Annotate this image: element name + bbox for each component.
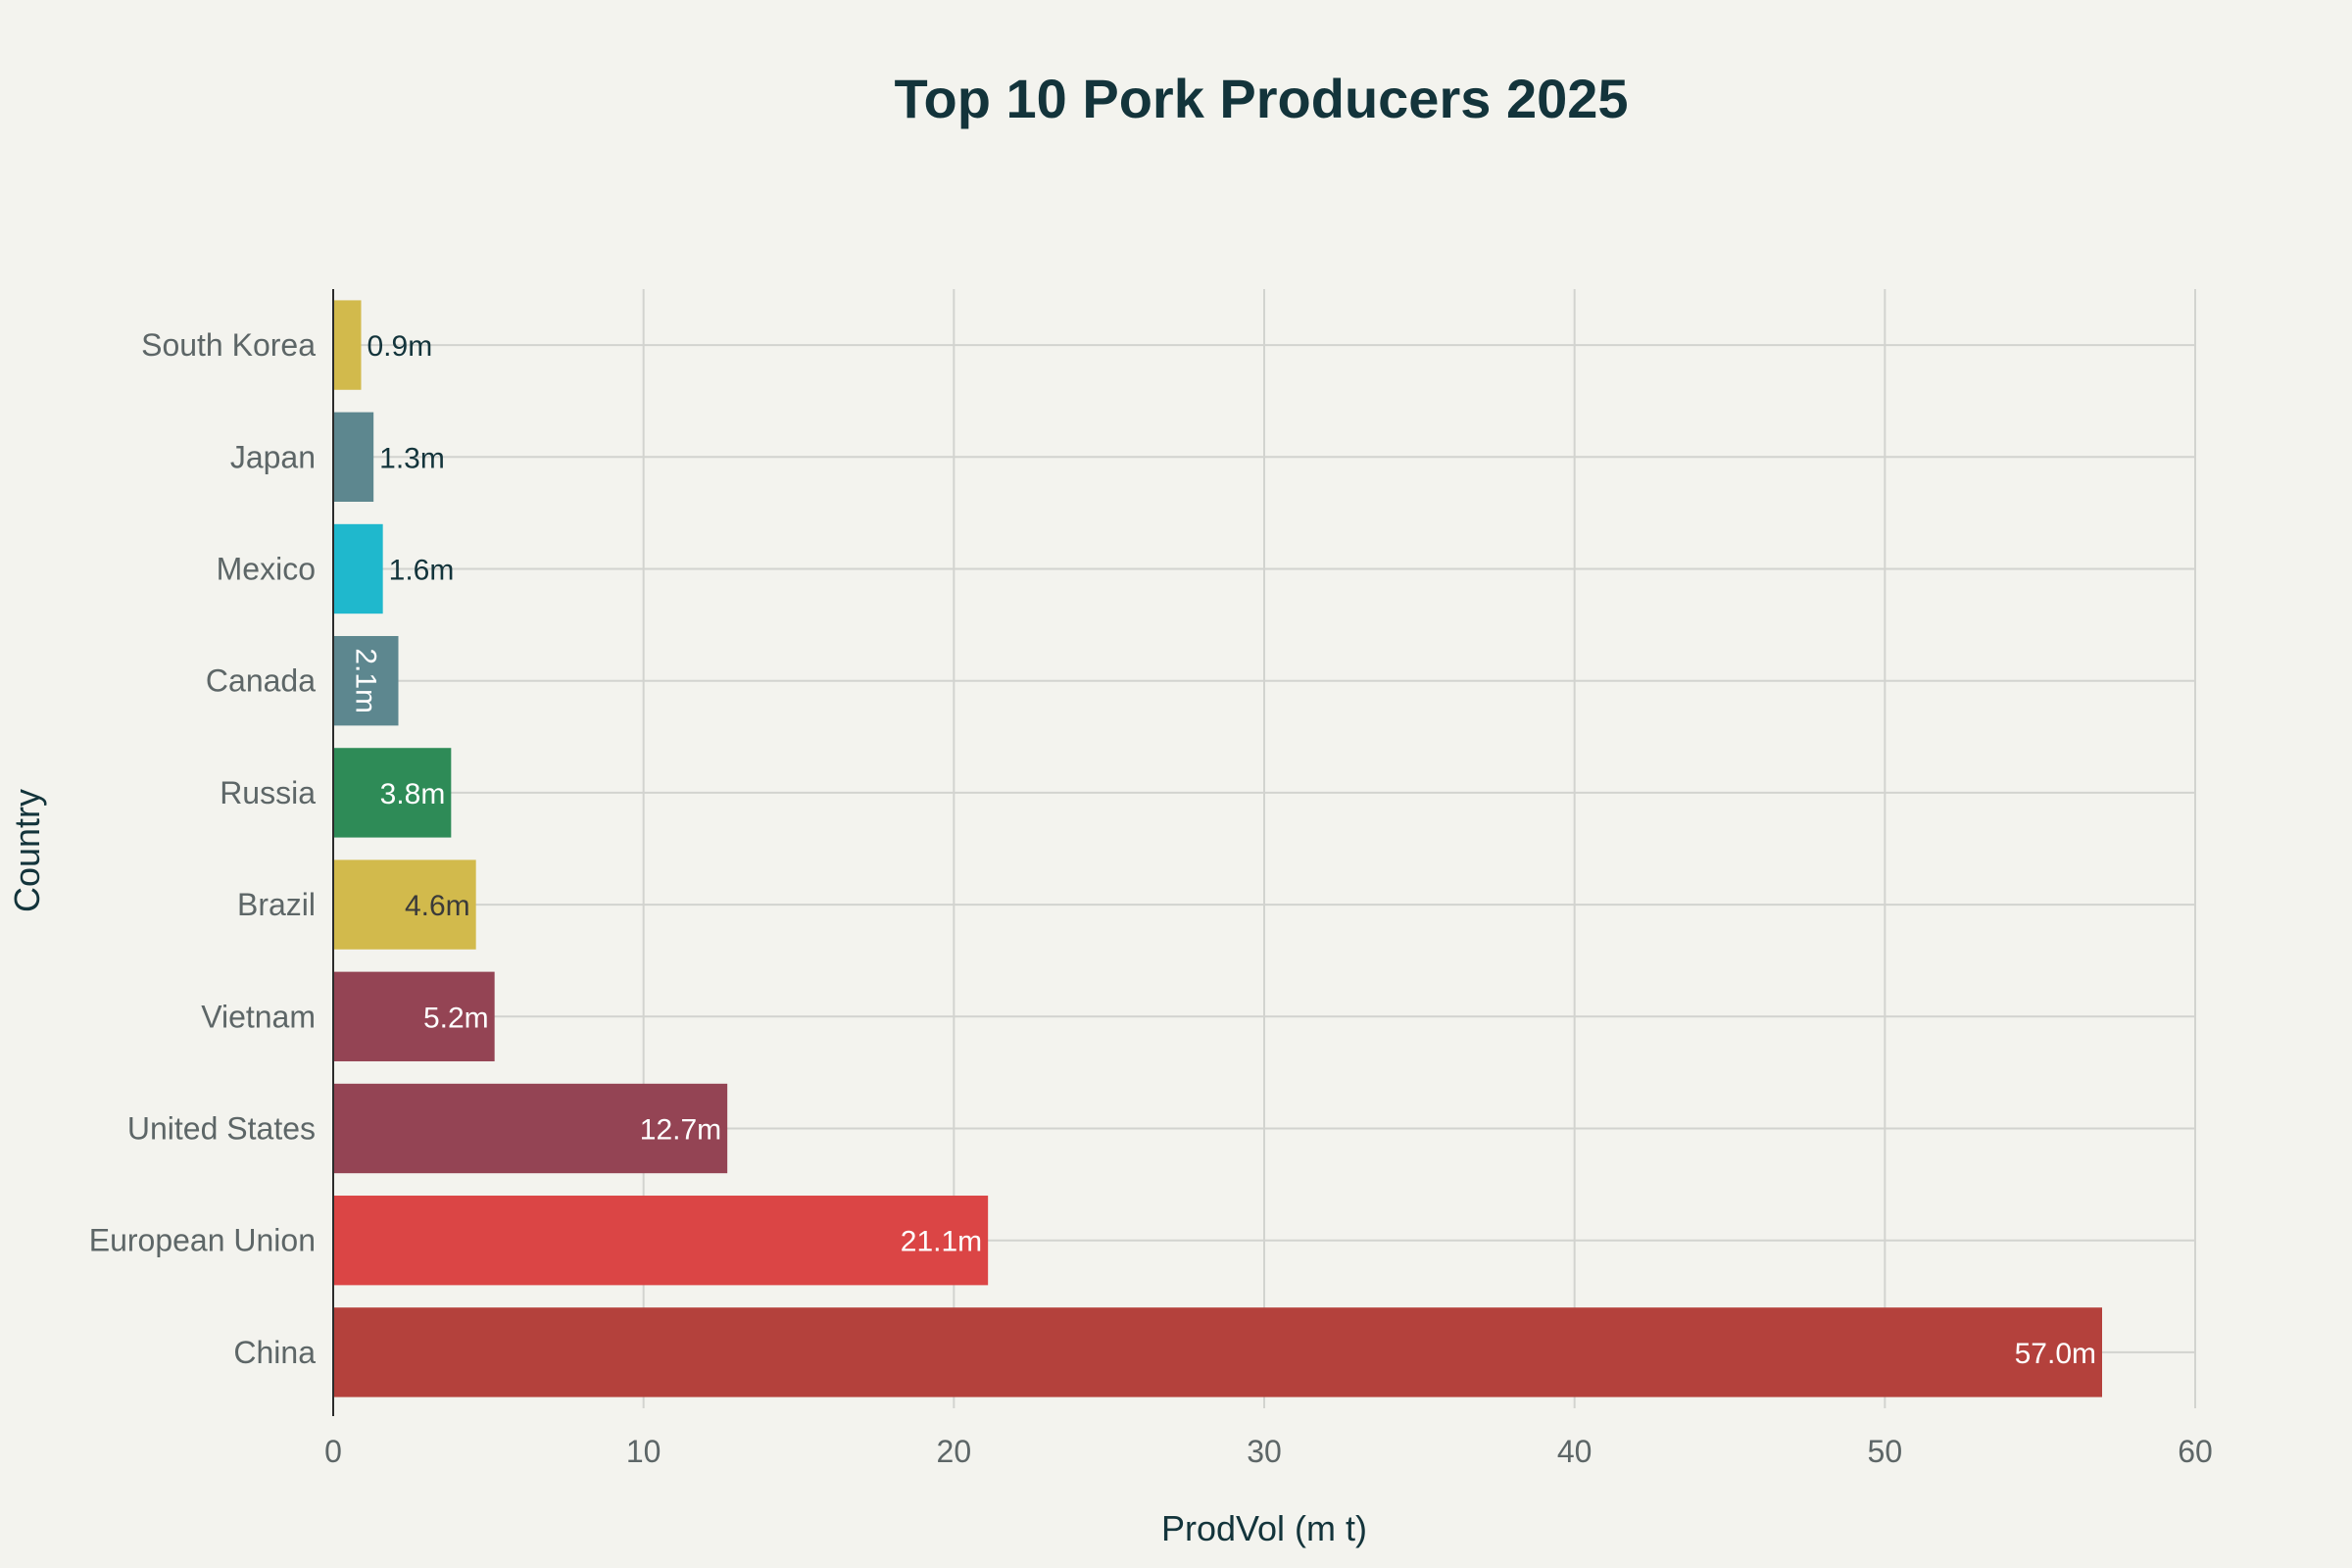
bar-data-label: 4.6m [405, 890, 470, 922]
axes: 0 10 20 30 40 50 60 South Korea Japan Mexico Canad… [89, 289, 2213, 1469]
bar [333, 1083, 728, 1174]
x-tick-label: 20 [937, 1434, 972, 1469]
x-tick-label: 60 [2178, 1434, 2213, 1469]
bar-data-label: 0.9m [368, 330, 433, 363]
x-tick-label: 0 [324, 1434, 342, 1469]
x-tick-label: 30 [1247, 1434, 1282, 1469]
y-tick-label: Canada [206, 663, 316, 699]
bar-data-label: 5.2m [423, 1002, 489, 1034]
bar-data-label: 1.6m [389, 555, 455, 587]
y-tick-label: Vietnam [201, 999, 316, 1034]
bar [333, 412, 374, 502]
y-axis-title: Country [7, 789, 47, 912]
bar-data-label: 1.3m [379, 442, 445, 474]
grid [333, 289, 2196, 1408]
y-tick-label: South Korea [141, 327, 316, 363]
x-tick-label: 40 [1557, 1434, 1592, 1469]
y-tick-label: Japan [230, 439, 316, 474]
x-tick-label: 50 [1868, 1434, 1903, 1469]
bar-data-label: 21.1m [901, 1226, 982, 1258]
y-tick-label: Russia [220, 775, 316, 810]
y-tick-label: United States [127, 1111, 316, 1147]
bar-data-label: 3.8m [380, 778, 446, 810]
bar [333, 748, 452, 838]
bar [333, 523, 383, 614]
bar-data-label: 2.1m [349, 648, 381, 713]
bar [333, 859, 476, 950]
bar-data-label: 57.0m [2015, 1338, 2096, 1370]
y-tick-label: Brazil [237, 887, 316, 922]
bar [333, 300, 362, 390]
y-tick-label: Mexico [217, 552, 316, 587]
bar [333, 1196, 989, 1286]
bar [333, 971, 495, 1061]
bars: 0.9m 1.3m 1.6m 2.1m 3.8m 4.6m 5.2m 12.7m 21.1m 57… [333, 300, 2102, 1397]
bar [333, 636, 399, 726]
x-tick-label: 10 [626, 1434, 662, 1469]
bar-data-label: 12.7m [640, 1114, 721, 1147]
chart-title: Top 10 Pork Producers 2025 [894, 68, 1628, 129]
x-axis-title: ProdVol (m t) [1161, 1508, 1367, 1548]
y-tick-label: China [233, 1335, 316, 1370]
y-tick-label: European Union [89, 1223, 316, 1258]
bar [333, 1307, 2102, 1397]
